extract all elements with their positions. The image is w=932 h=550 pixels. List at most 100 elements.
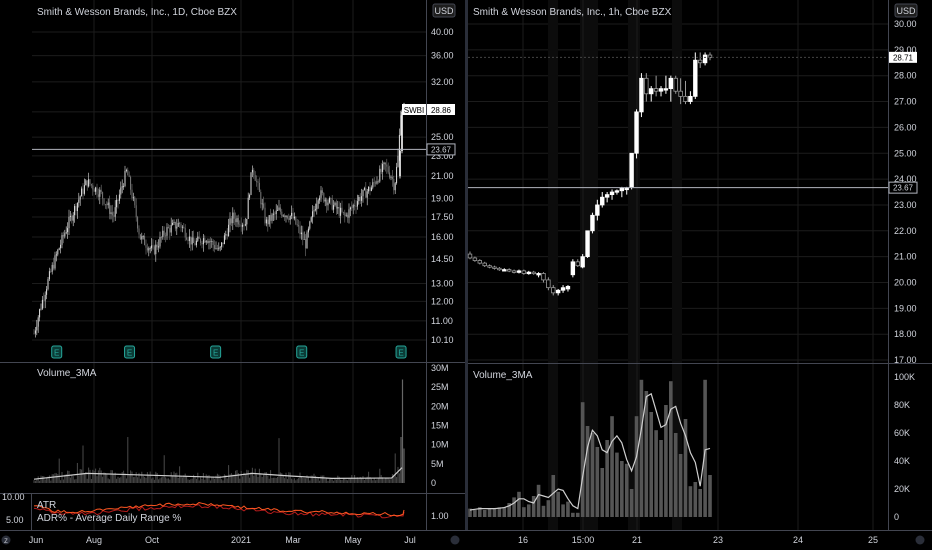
left-volume-bar — [67, 470, 69, 483]
left-volume-bar — [55, 473, 57, 483]
left-candle-body — [34, 330, 36, 334]
left-candle-body — [85, 180, 87, 186]
left-candle-body — [79, 196, 81, 200]
right-currency-box[interactable] — [894, 3, 918, 18]
left-candle-body — [358, 196, 360, 202]
settings-icon[interactable] — [450, 535, 460, 545]
left-symbol-tag-bg — [402, 104, 426, 115]
left-volume-bar — [358, 478, 360, 483]
left-volume-bar — [331, 479, 333, 483]
left-candle-body — [278, 207, 280, 210]
right-candle-body — [634, 111, 639, 154]
left-candle-body — [393, 179, 395, 191]
left-volume-bar — [106, 473, 108, 483]
left-volume-bar — [223, 474, 225, 483]
left-candle-body — [86, 180, 88, 187]
left-candle-body — [236, 218, 238, 223]
earnings-marker-label: E — [213, 349, 218, 358]
left-volume-bar — [159, 478, 161, 483]
left-candle-body — [167, 227, 169, 228]
left-candle-body — [76, 202, 78, 212]
left-candle-body — [337, 206, 339, 209]
left-candle-body — [193, 237, 195, 244]
left-candle-body — [359, 196, 361, 201]
left-volume-tick: 5M — [431, 459, 444, 469]
right-volume-bar — [536, 484, 541, 517]
left-volume-bar — [340, 479, 342, 483]
left-candle-body — [235, 218, 237, 223]
right-volume-bar — [669, 381, 673, 517]
left-currency-box[interactable] — [432, 3, 456, 18]
left-candle-body — [298, 225, 300, 227]
left-volume-bar — [165, 477, 167, 483]
left-candle-body — [247, 197, 249, 219]
left-candle-body — [58, 248, 60, 250]
left-volume-bar — [390, 479, 392, 483]
right-volume-bar — [683, 419, 688, 517]
left-volume-bar — [237, 473, 239, 483]
left-candle-body — [200, 238, 202, 243]
left-candle-body — [284, 215, 286, 218]
left-candle-body — [366, 191, 368, 198]
left-volume-bar — [296, 479, 298, 483]
left-atr-title: ATR — [37, 500, 56, 511]
left-candle-body — [92, 185, 94, 190]
left-volume-bar — [41, 476, 43, 483]
left-volume-bar — [48, 475, 50, 483]
left-candle-body — [314, 209, 316, 211]
earnings-marker[interactable] — [395, 345, 407, 359]
left-volume-bar — [216, 473, 218, 483]
timezone-icon[interactable] — [1, 535, 11, 545]
left-volume-bar — [166, 478, 168, 483]
right-volume-bar — [517, 491, 521, 517]
right-candle-body — [502, 269, 507, 272]
left-candle-body — [177, 222, 179, 227]
left-volume-bar — [243, 472, 245, 483]
left-candle-body — [355, 206, 357, 207]
right-volume-title: Volume_3MA — [473, 370, 533, 381]
left-x-tick-aug: Aug — [86, 535, 102, 545]
right-price-tick: 20.00 — [894, 278, 917, 288]
left-candle-body — [398, 134, 400, 156]
earnings-marker[interactable] — [51, 345, 63, 359]
left-volume-bar — [190, 479, 192, 483]
left-price-tick: 40.00 — [431, 27, 454, 37]
pane-divider-vertical[interactable] — [465, 0, 468, 530]
left-candle-body — [323, 193, 325, 202]
left-candle-body — [310, 217, 312, 222]
left-volume-bar — [40, 475, 42, 483]
left-candle-body — [401, 111, 403, 152]
left-volume-title: Volume_3MA — [37, 368, 97, 379]
right-price-axis[interactable]: 30.00 29.00 28.00 27.00 26.00 25.00 24.00 23.00… — [894, 19, 917, 365]
left-price-candles[interactable] — [33, 102, 405, 338]
left-volume-bar — [180, 476, 182, 483]
earnings-marker[interactable] — [210, 345, 222, 359]
left-volume-bar — [69, 477, 71, 483]
left-candle-body — [40, 308, 42, 310]
left-volume-bar — [33, 480, 35, 483]
earnings-marker[interactable] — [296, 345, 308, 359]
earnings-marker-label: E — [398, 349, 403, 358]
left-candle-body — [145, 245, 147, 248]
right-time-axis[interactable]: 16 15:00 21 23 24 25 — [518, 535, 878, 545]
left-candle-body — [331, 198, 333, 210]
right-candle-body — [472, 257, 478, 261]
left-candle-body — [212, 241, 214, 245]
left-volume-bar — [57, 474, 59, 483]
left-candle-body — [135, 205, 137, 218]
left-candle-body — [50, 271, 52, 273]
right-price-tick: 19.00 — [894, 303, 917, 313]
right-volume-bar — [580, 402, 585, 517]
right-price-tick: 24.00 — [894, 174, 917, 184]
right-settings-icon[interactable] — [915, 535, 925, 545]
left-candle-body — [333, 205, 335, 210]
left-candle-body — [233, 212, 235, 219]
left-volume-bar — [373, 477, 375, 483]
earnings-marker[interactable] — [124, 345, 136, 359]
left-candle-body — [303, 239, 305, 240]
left-candle-body — [389, 172, 391, 178]
left-time-axis[interactable]: Jun Aug Oct 2021 Mar May Jul — [29, 535, 416, 545]
right-volume-axis: 100K 80K 60K 40K 20K 0 — [894, 372, 915, 522]
right-price-candles[interactable] — [467, 52, 713, 296]
left-volume-bar — [50, 480, 52, 483]
